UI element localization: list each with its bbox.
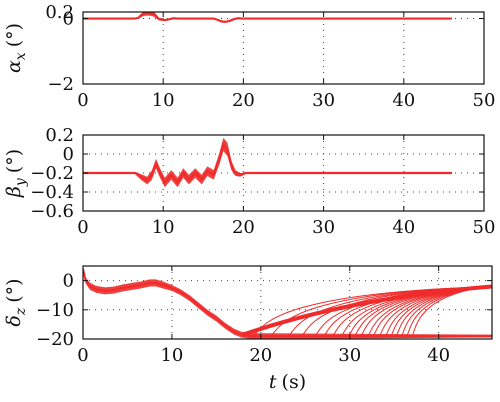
recovery-curves <box>251 285 492 337</box>
series-line-1 <box>83 268 492 338</box>
x-tick-label: 10 <box>160 345 183 366</box>
series-line-1 <box>83 142 452 185</box>
plot-frame <box>82 265 493 340</box>
x-tick-label: 10 <box>152 217 175 238</box>
grid-lines <box>83 135 484 211</box>
grid-lines <box>83 266 492 339</box>
x-tick-label: 30 <box>312 90 335 111</box>
recovery-curve-2 <box>269 285 492 337</box>
chart-panel-3: 0 10 20 30 40 0 −10 −20 δz (°) t (s) <box>3 265 493 393</box>
y-axis-subscript: z <box>13 307 29 316</box>
chart-panel-2: 0 10 20 30 40 500.20−0.2−0.4−0.6βy(°) <box>3 125 495 238</box>
chart-panel-1: 0 10 20 30 40 500.20−2αx(°) <box>3 2 495 111</box>
y-tick-label: 0 <box>63 9 74 30</box>
x-tick-label: 20 <box>232 90 255 111</box>
y-axis-symbol: α <box>3 60 25 73</box>
data-layer <box>83 137 452 188</box>
x-tick-label: 40 <box>427 345 450 366</box>
y-axis-label: βy (°) <box>3 149 29 198</box>
y-tick-label: −20 <box>36 329 74 350</box>
y-tick-label: 0.2 <box>45 2 74 23</box>
y-axis-subscript: x <box>13 52 29 60</box>
x-tick-label: 50 <box>473 217 496 238</box>
x-tick-label: 0 <box>77 345 88 366</box>
x-tick-label: 40 <box>392 217 415 238</box>
y-axis-unit: (°) <box>3 278 25 302</box>
plot-frame <box>82 11 485 85</box>
data-layer <box>83 267 492 339</box>
y-tick-label: −2 <box>47 74 74 95</box>
y-axis-unit: (°) <box>3 23 25 47</box>
x-tick-label: 50 <box>473 90 496 111</box>
x-axis-symbol: t <box>269 371 277 393</box>
x-tick-label: 20 <box>232 217 255 238</box>
y-tick-label: 0 <box>63 144 74 165</box>
x-axis-label: t (s) <box>269 371 306 393</box>
y-tick-label: −10 <box>36 300 74 321</box>
x-tick-label: 30 <box>312 217 335 238</box>
y-axis-symbol: β <box>3 186 25 198</box>
series-band-1 <box>83 137 452 188</box>
y-axis-label: αx (°) <box>3 23 29 73</box>
y-tick-label: −0.4 <box>30 182 74 203</box>
x-tick-label: 0 <box>77 90 88 111</box>
data-layer <box>83 12 452 23</box>
series-line-1 <box>83 12 452 23</box>
x-tick-label: 20 <box>249 345 272 366</box>
y-axis-subscript: y <box>13 177 29 187</box>
x-axis-unit: (s) <box>282 371 307 393</box>
y-tick-label: −0.6 <box>30 201 74 222</box>
y-tick-label: 0.2 <box>45 125 74 146</box>
y-axis-label: δz (°) <box>3 278 29 326</box>
grid-lines <box>83 12 484 84</box>
y-tick-label: −0.2 <box>30 163 74 184</box>
x-tick-label: 10 <box>152 90 175 111</box>
recovery-envelope <box>242 284 492 337</box>
y-tick-label: 0 <box>63 271 74 292</box>
x-tick-label: 30 <box>338 345 361 366</box>
x-tick-label: 0 <box>77 217 88 238</box>
y-axis-symbol: δ <box>3 315 25 326</box>
y-axis-unit: (°) <box>3 149 25 173</box>
x-tick-label: 40 <box>392 90 415 111</box>
